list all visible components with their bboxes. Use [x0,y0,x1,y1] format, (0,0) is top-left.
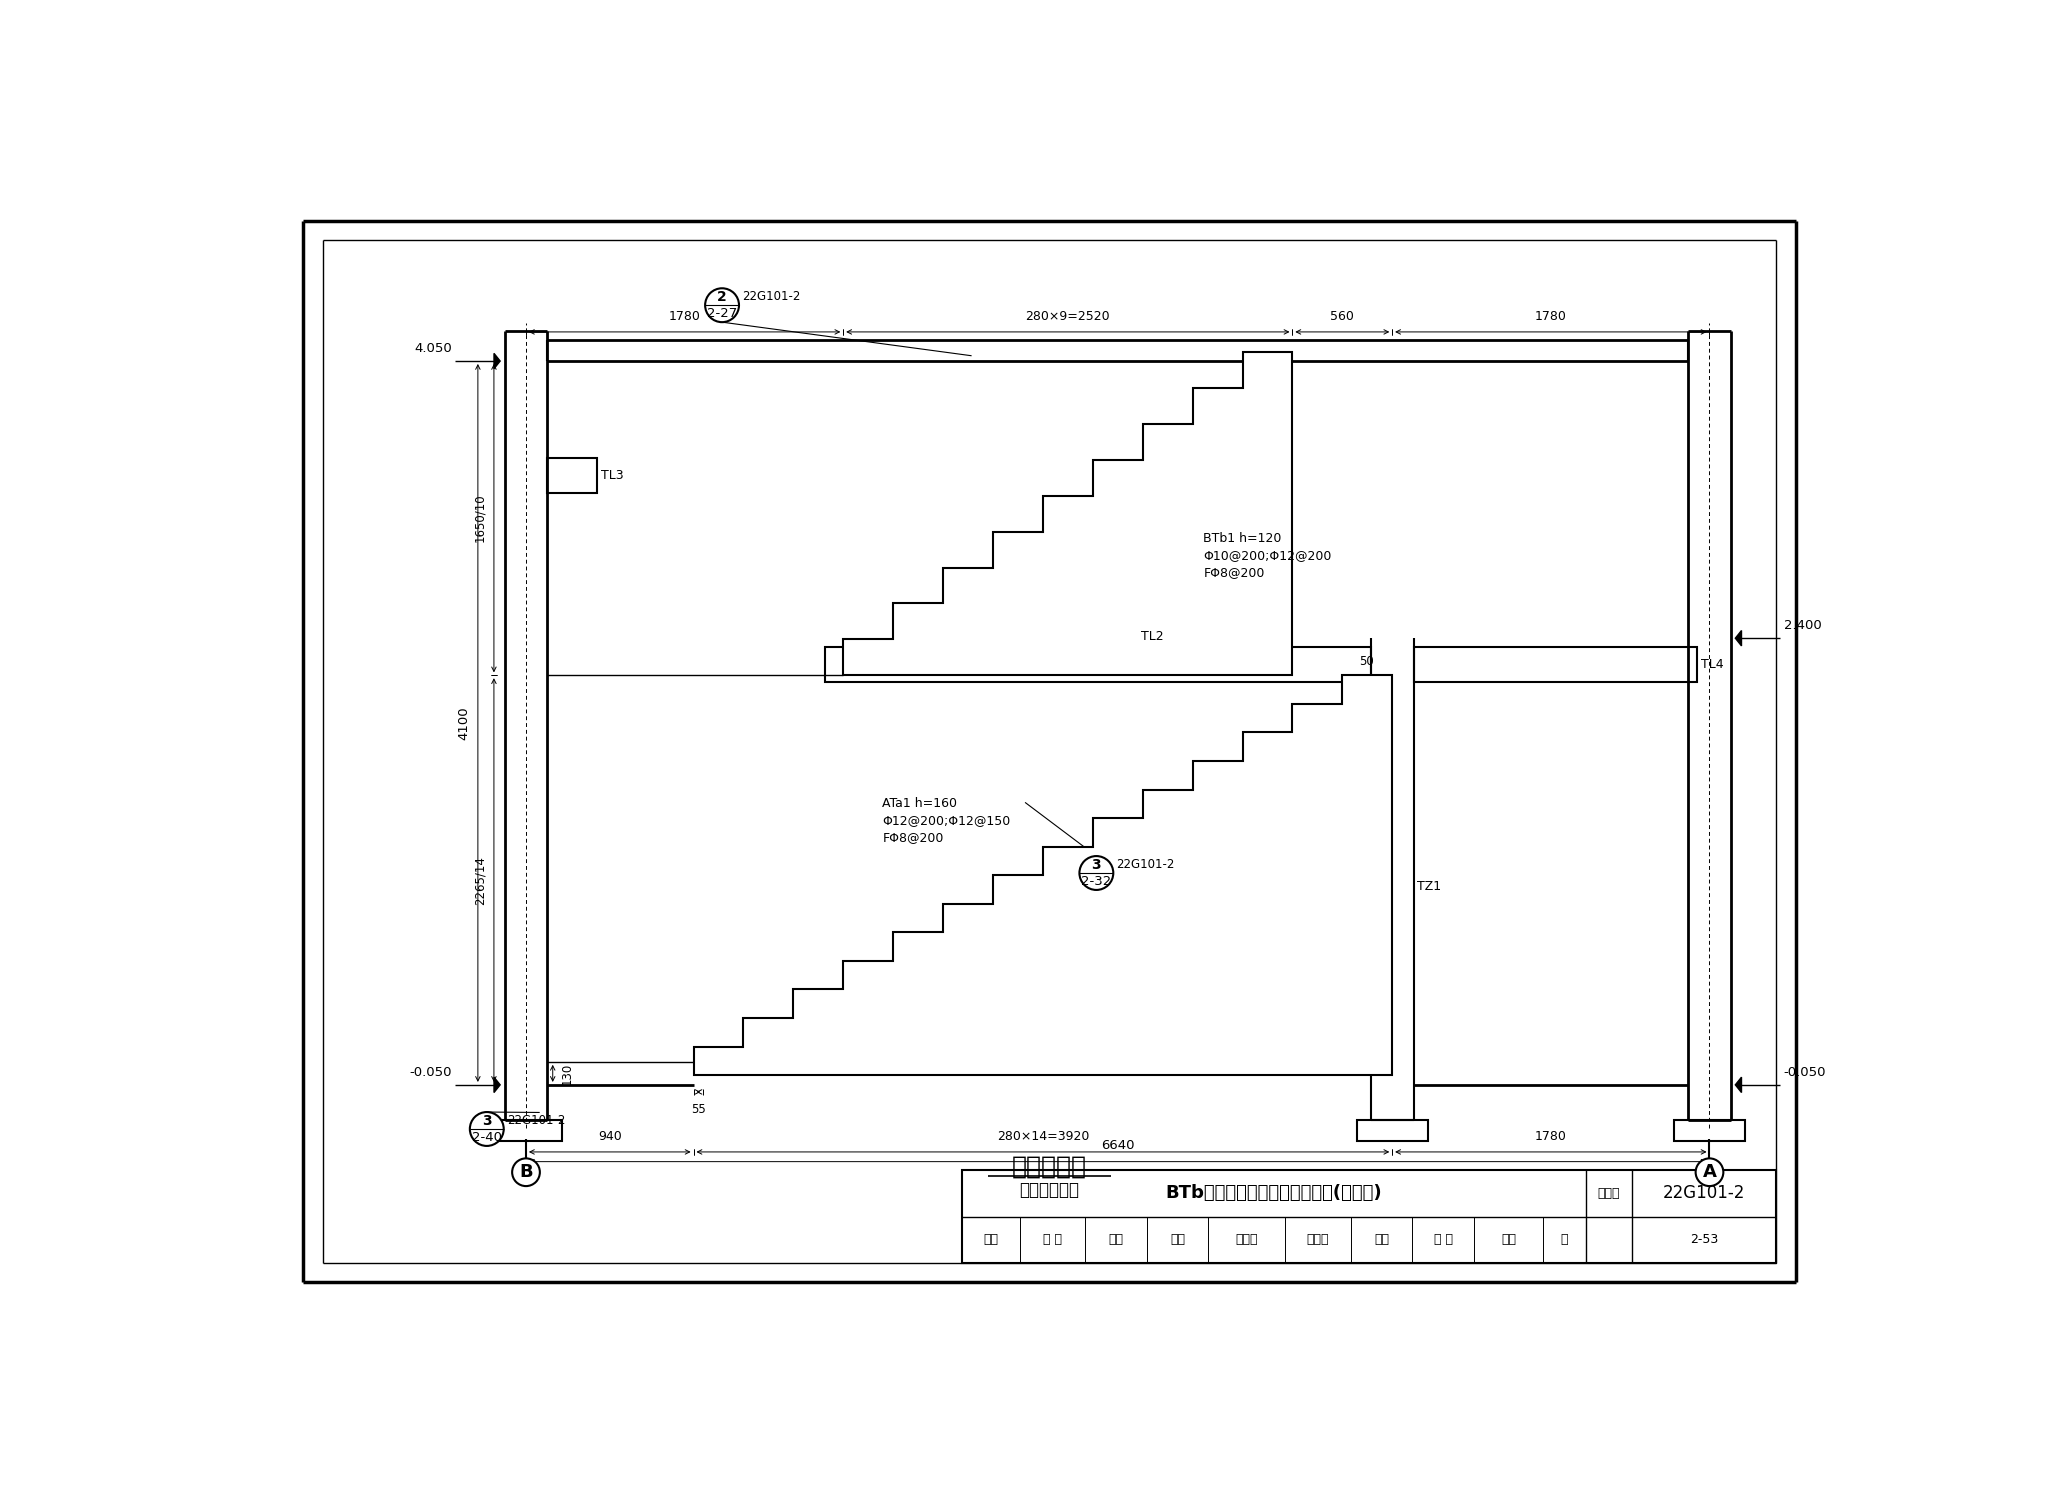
Text: A: A [1702,1164,1716,1181]
Text: BTb1 h=120
Φ10@200;Φ12@200
FΦ8@200: BTb1 h=120 Φ10@200;Φ12@200 FΦ8@200 [1204,531,1331,579]
Text: 2.400: 2.400 [1784,619,1821,632]
Text: 940: 940 [598,1129,623,1143]
Bar [825,647,1370,683]
Text: 2-40: 2-40 [471,1131,502,1144]
Text: 1780: 1780 [1534,310,1567,323]
Text: 2-53: 2-53 [1690,1234,1718,1245]
Bar [1413,647,1698,683]
Circle shape [1079,856,1114,890]
Polygon shape [494,353,500,369]
Text: 张 明: 张 明 [1042,1234,1061,1245]
Text: TL2: TL2 [1141,631,1163,643]
Text: 4.050: 4.050 [414,342,453,356]
Bar [1673,1120,1745,1141]
Text: TL3: TL3 [602,469,625,482]
Text: 560: 560 [1331,310,1354,323]
Text: 3: 3 [1092,857,1102,872]
Text: 李 波: 李 波 [1434,1234,1452,1245]
Text: 2-32: 2-32 [1081,875,1112,888]
Text: 50: 50 [1360,655,1374,668]
Polygon shape [844,353,1292,676]
Text: 3: 3 [481,1113,492,1128]
Text: B: B [520,1164,532,1181]
Text: BTb型楼梯施工图剖面注写示例(剖面图): BTb型楼梯施工图剖面注写示例(剖面图) [1165,1184,1382,1202]
Text: 校对: 校对 [1169,1234,1186,1245]
Text: 22G101-2: 22G101-2 [1116,859,1176,870]
Text: 楼梯剖面图: 楼梯剖面图 [1012,1155,1087,1178]
Text: 55: 55 [690,1103,707,1116]
Text: 6640: 6640 [1102,1140,1135,1152]
Polygon shape [494,1077,500,1092]
Polygon shape [1735,1077,1741,1092]
Bar [1356,1120,1427,1141]
Circle shape [469,1112,504,1146]
Text: 仙川栋: 仙川栋 [1307,1234,1329,1245]
Text: 22G101-2: 22G101-2 [741,290,801,304]
Text: 2265/14: 2265/14 [473,856,485,905]
Bar [547,458,598,494]
Text: -0.050: -0.050 [410,1065,453,1079]
Bar [963,1171,1776,1263]
Circle shape [705,289,739,323]
Text: 岱昕: 岱昕 [1108,1234,1122,1245]
Text: 22G101-2: 22G101-2 [1663,1184,1745,1202]
Text: 22G101-2: 22G101-2 [506,1115,565,1126]
Text: 1780: 1780 [1534,1129,1567,1143]
Circle shape [512,1158,541,1186]
Text: 设计: 设计 [1374,1234,1389,1245]
Text: 130: 130 [561,1062,573,1085]
Bar [489,1120,561,1141]
Polygon shape [1735,631,1741,646]
Text: -0.050: -0.050 [1784,1065,1827,1079]
Circle shape [1696,1158,1722,1186]
Text: 图集号: 图集号 [1597,1187,1620,1199]
Text: 付国顺: 付国顺 [1235,1234,1257,1245]
Text: （局部示意）: （局部示意） [1020,1180,1079,1199]
Polygon shape [694,676,1393,1076]
Text: ATa1 h=160
Φ12@200;Φ12@150
FΦ8@200: ATa1 h=160 Φ12@200;Φ12@150 FΦ8@200 [883,796,1012,844]
Text: 页: 页 [1561,1234,1569,1245]
Text: TL4: TL4 [1700,658,1724,671]
Text: 1650/10: 1650/10 [473,494,485,543]
Text: 4100: 4100 [457,707,471,740]
Text: 2-27: 2-27 [707,307,737,320]
Text: 审核: 审核 [983,1234,997,1245]
Text: 1780: 1780 [670,310,700,323]
Text: 多版: 多版 [1501,1234,1516,1245]
Text: 280×14=3920: 280×14=3920 [997,1129,1090,1143]
Text: 280×9=2520: 280×9=2520 [1026,310,1110,323]
Text: TZ1: TZ1 [1417,879,1442,893]
Text: 2: 2 [717,290,727,304]
